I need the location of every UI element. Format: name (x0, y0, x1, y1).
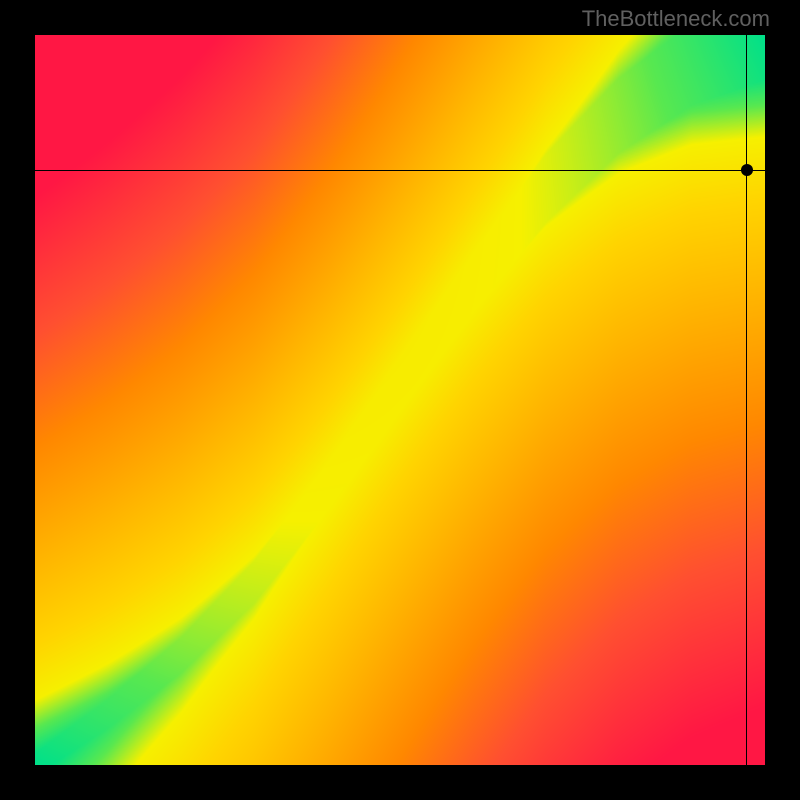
crosshair-horizontal (35, 170, 765, 171)
heatmap-canvas (35, 35, 765, 765)
crosshair-marker (741, 164, 753, 176)
crosshair-vertical (746, 35, 747, 765)
watermark-text: TheBottleneck.com (582, 6, 770, 32)
heatmap-plot (35, 35, 765, 765)
